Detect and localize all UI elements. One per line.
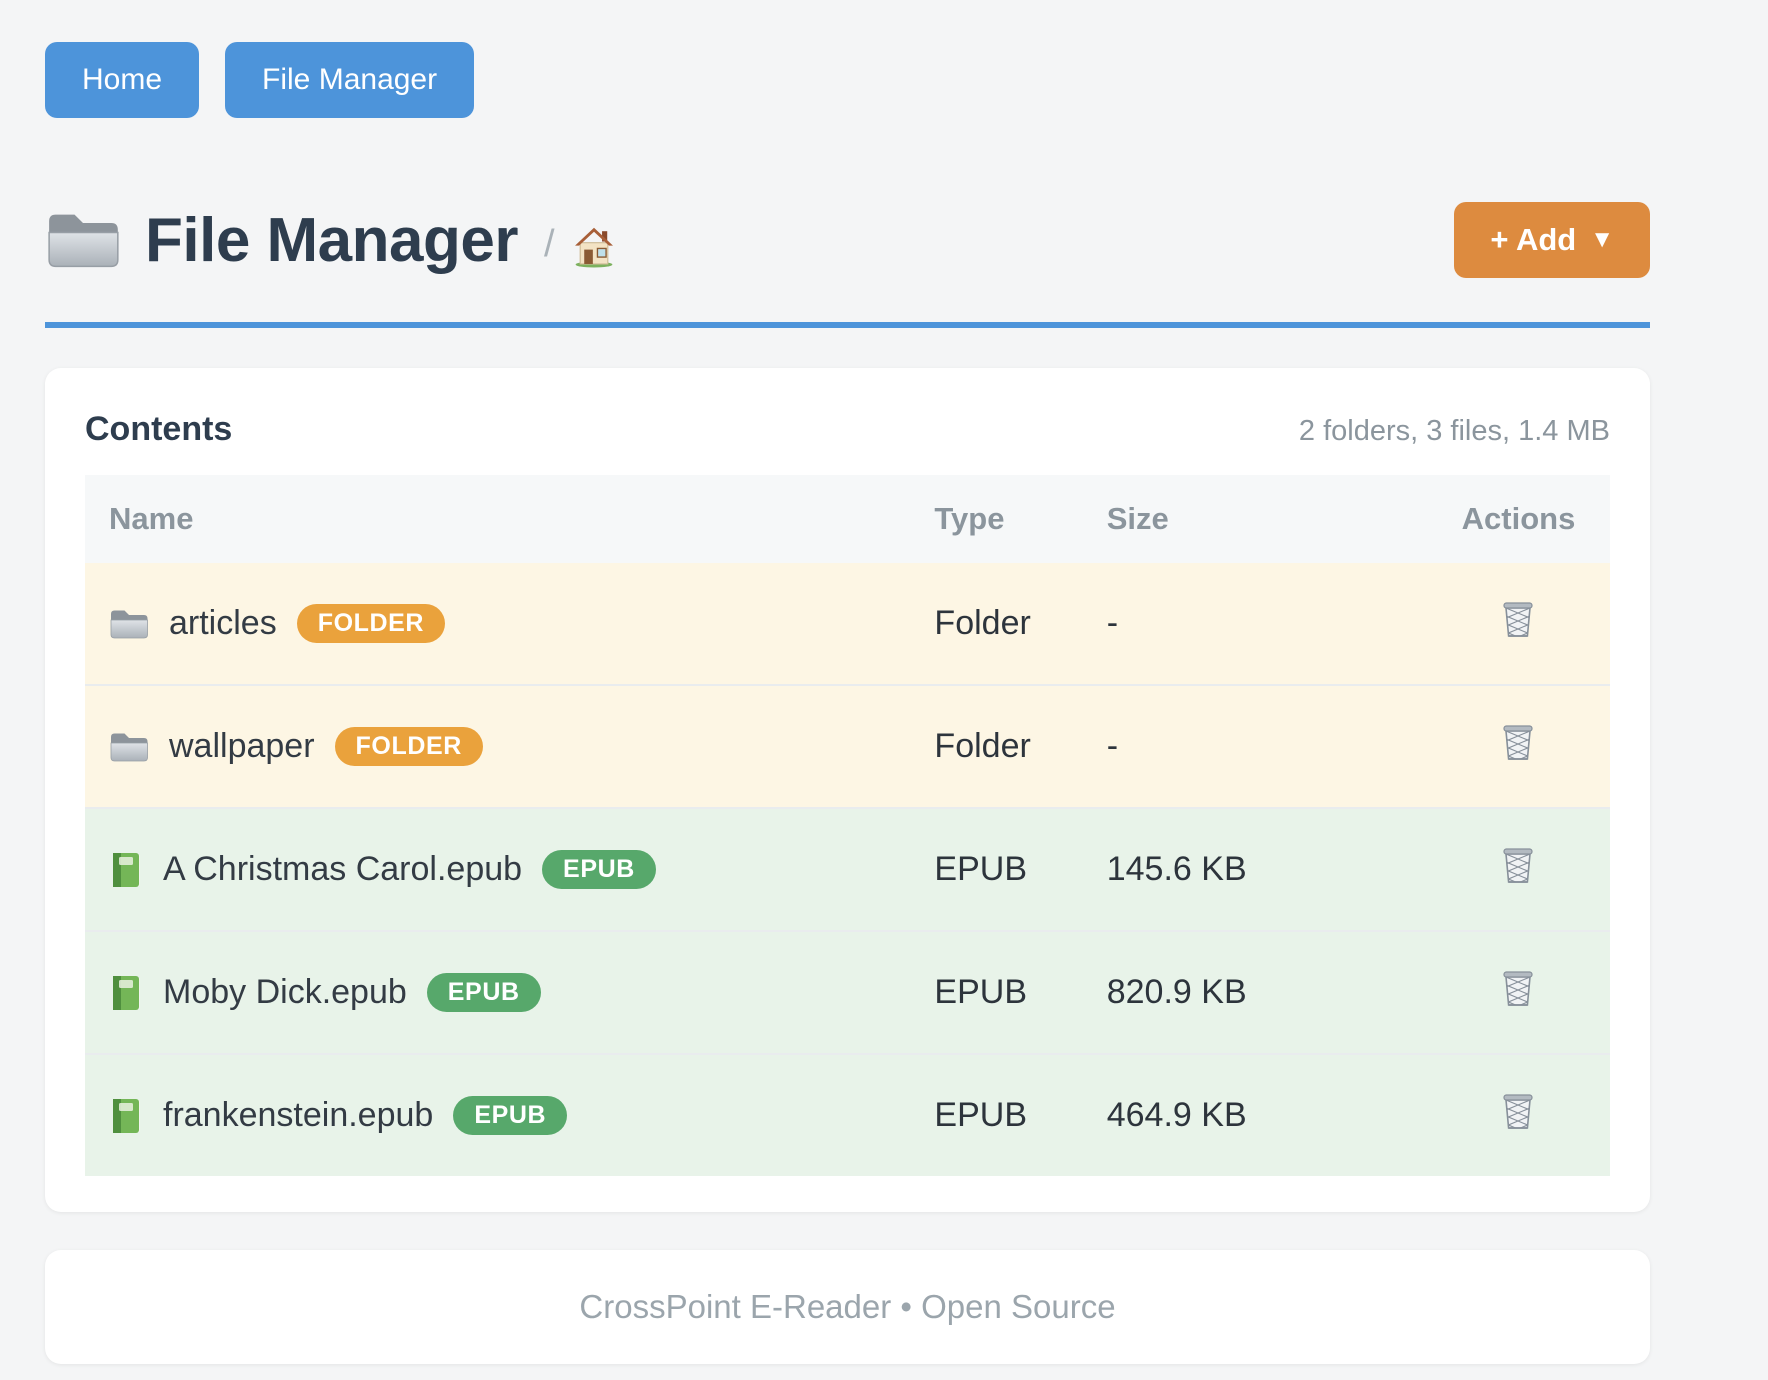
delete-button[interactable]: [1500, 968, 1536, 1008]
row-icon-slot: [109, 974, 143, 1012]
trash-icon: [1503, 848, 1534, 883]
column-header-size: Size: [1106, 475, 1427, 563]
file-name-wrap: articles FOLDER: [85, 603, 934, 644]
delete-button[interactable]: [1500, 599, 1536, 639]
type-cell: Folder: [934, 727, 1031, 765]
file-name-wrap: wallpaper FOLDER: [85, 726, 934, 767]
green-book-icon: [113, 1098, 140, 1133]
type-cell: EPUB: [934, 1096, 1028, 1134]
size-cell: 820.9 KB: [1106, 973, 1247, 1011]
size-cell: -: [1106, 604, 1119, 642]
type-cell: EPUB: [934, 973, 1028, 1011]
row-icon-slot: [109, 1097, 143, 1135]
row-icon-slot: [109, 729, 149, 765]
add-button[interactable]: + Add ▼: [1454, 202, 1650, 278]
contents-table-body: articles FOLDER Folder -: [85, 563, 1610, 1176]
contents-summary: 2 folders, 3 files, 1.4 MB: [1298, 415, 1610, 447]
type-badge: FOLDER: [334, 726, 483, 767]
footer-text: CrossPoint E-Reader • Open Source: [579, 1288, 1116, 1325]
delete-button[interactable]: [1500, 722, 1536, 762]
contents-header: Contents 2 folders, 3 files, 1.4 MB: [85, 410, 1610, 449]
page: Home File Manager File Manager /: [45, 0, 1650, 1364]
trash-icon: [1503, 1094, 1534, 1129]
page-title: File Manager: [145, 205, 519, 275]
file-name-wrap: A Christmas Carol.epub EPUB: [85, 849, 934, 890]
file-row[interactable]: Moby Dick.epub EPUB EPUB 820.9 KB: [85, 931, 1610, 1054]
caret-down-icon: ▼: [1590, 226, 1614, 253]
page-header: File Manager / + Add ▼: [45, 202, 1650, 278]
folder-icon: [110, 733, 148, 761]
file-row[interactable]: A Christmas Carol.epub EPUB EPUB 145.6 K…: [85, 808, 1610, 931]
trash-icon: [1503, 971, 1534, 1006]
column-header-name: Name: [85, 475, 935, 563]
header-divider: [45, 322, 1650, 328]
title-group: File Manager /: [45, 205, 617, 276]
file-name: A Christmas Carol.epub: [163, 850, 523, 888]
contents-card: Contents 2 folders, 3 files, 1.4 MB Name…: [45, 368, 1650, 1212]
file-row[interactable]: articles FOLDER Folder -: [85, 563, 1610, 685]
delete-button[interactable]: [1500, 845, 1536, 885]
table-header-row: Name Type Size Actions: [85, 475, 1610, 563]
green-book-icon: [113, 975, 140, 1010]
nav-bar: Home File Manager: [45, 42, 1650, 118]
column-header-actions: Actions: [1426, 475, 1610, 563]
contents-heading: Contents: [85, 410, 233, 448]
footer-card: CrossPoint E-Reader • Open Source: [45, 1250, 1650, 1364]
file-name-wrap: frankenstein.epub EPUB: [85, 1095, 934, 1136]
file-name: wallpaper: [169, 727, 315, 765]
row-icon-slot: [109, 606, 149, 642]
size-cell: 464.9 KB: [1106, 1096, 1247, 1134]
trash-icon: [1503, 725, 1534, 760]
breadcrumb-separator: /: [544, 222, 555, 265]
size-cell: -: [1106, 727, 1119, 765]
file-name: articles: [169, 604, 277, 642]
type-badge: EPUB: [542, 849, 656, 890]
add-button-label: + Add: [1490, 222, 1577, 257]
file-manager-button[interactable]: File Manager: [225, 42, 475, 118]
home-button[interactable]: Home: [45, 42, 200, 118]
file-row[interactable]: frankenstein.epub EPUB EPUB 464.9 KB: [85, 1054, 1610, 1176]
file-name: Moby Dick.epub: [163, 973, 407, 1011]
file-row[interactable]: wallpaper FOLDER Folder -: [85, 685, 1610, 808]
column-header-type: Type: [934, 475, 1107, 563]
type-cell: Folder: [934, 604, 1031, 642]
folder-icon: [110, 610, 148, 638]
size-cell: 145.6 KB: [1106, 850, 1247, 888]
trash-icon: [1503, 602, 1534, 637]
green-book-icon: [113, 852, 140, 887]
home-icon[interactable]: [571, 222, 617, 268]
type-cell: EPUB: [934, 850, 1028, 888]
file-table: Name Type Size Actions articles FOLDER F…: [85, 475, 1610, 1176]
type-badge: EPUB: [453, 1095, 568, 1136]
type-badge: EPUB: [426, 972, 541, 1013]
row-icon-slot: [109, 851, 143, 889]
file-name: frankenstein.epub: [163, 1096, 434, 1134]
file-name-wrap: Moby Dick.epub EPUB: [85, 972, 934, 1013]
type-badge: FOLDER: [296, 603, 446, 644]
folder-icon: [48, 214, 119, 268]
delete-button[interactable]: [1500, 1091, 1536, 1131]
